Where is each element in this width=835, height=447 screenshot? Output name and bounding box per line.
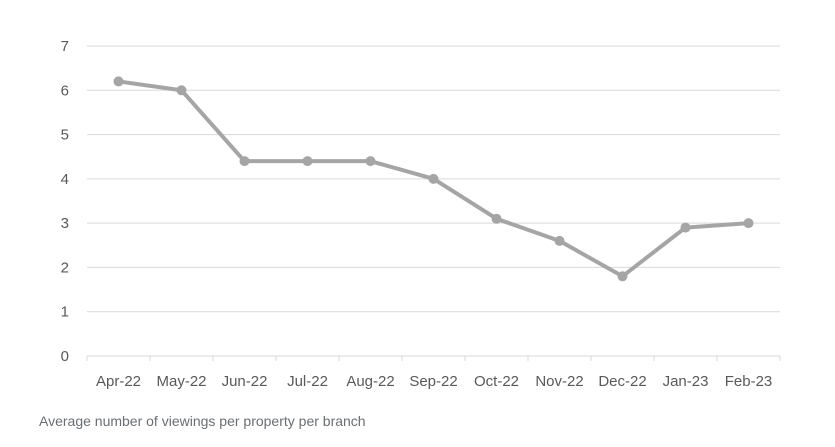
x-tick-label: Sep-22 [409,373,457,390]
data-point [491,213,502,224]
y-tick-label: 2 [61,259,69,276]
x-tick-label: Dec-22 [598,373,646,390]
x-tick-label: May-22 [156,373,206,390]
x-axis [86,355,781,361]
x-tick-label: Feb-23 [725,373,773,390]
data-point [176,85,187,96]
data-point [617,271,628,282]
x-tick-label: Oct-22 [474,373,519,390]
x-tick-label: Aug-22 [346,373,394,390]
data-point [302,156,313,167]
y-axis-tick-labels: 0 1 2 3 4 5 6 7 [61,38,69,365]
y-tick-label: 1 [61,304,69,321]
y-tick-label: 7 [61,38,69,55]
data-point [239,156,250,167]
x-tick-label: Jan-23 [663,373,709,390]
y-tick-label: 0 [61,348,69,365]
x-tick-label: Apr-22 [96,373,141,390]
x-axis-tick-labels: Apr-22 May-22 Jun-22 Jul-22 Aug-22 Sep-22 Oct-… [96,373,772,390]
series [113,76,754,282]
chart-caption: Average number of viewings per property … [39,413,366,429]
x-tick-label: Jun-22 [222,373,268,390]
y-tick-label: 4 [61,171,69,188]
gridlines [87,45,780,313]
y-tick-label: 5 [61,127,69,144]
x-tick-label: Nov-22 [535,373,583,390]
data-point [743,218,754,229]
y-tick-label: 6 [61,82,69,99]
line-chart: 0 1 2 3 4 5 6 7 Apr-22 May-22 Jun-22 Jul-22 Aug-22 S… [61,38,781,390]
data-point [680,222,691,233]
data-point [554,235,565,246]
data-point [428,173,439,184]
y-tick-label: 3 [61,215,69,232]
data-point [365,156,376,167]
x-tick-label: Jul-22 [287,373,328,390]
data-point [113,76,124,87]
